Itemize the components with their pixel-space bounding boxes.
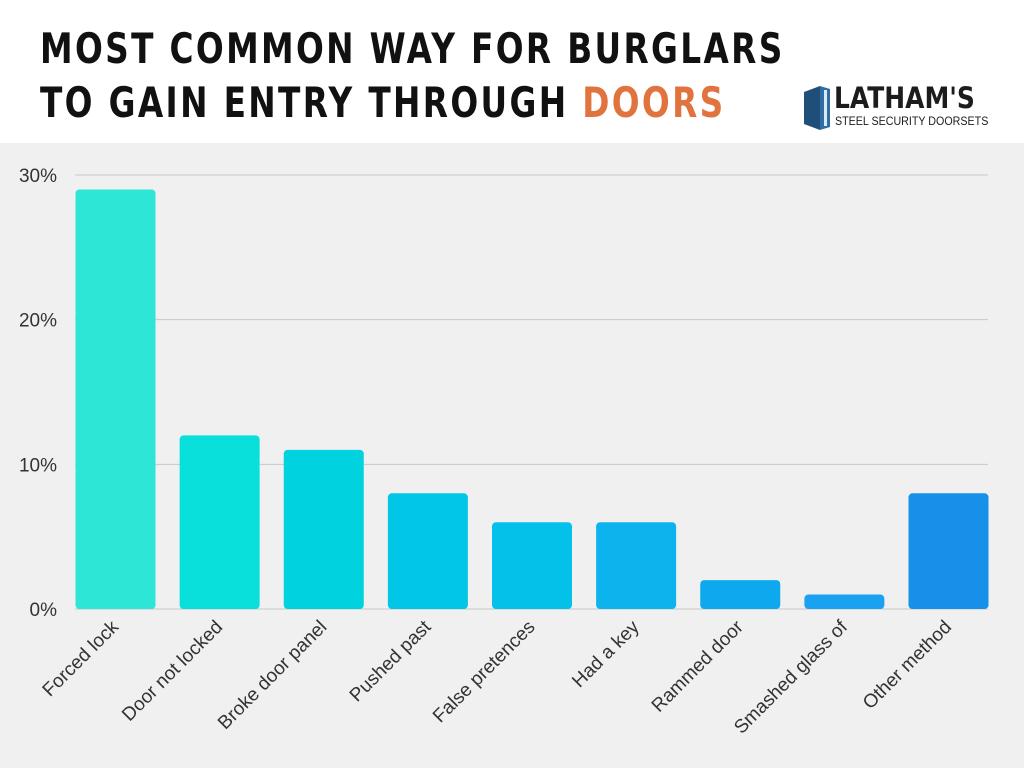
x-category-label: Pushed past (346, 616, 436, 706)
header: MOST COMMON WAY FOR BURGLARS TO GAIN ENT… (0, 0, 1024, 143)
bar (283, 449, 364, 609)
y-tick-label: 20% (19, 311, 57, 332)
bar (387, 493, 468, 609)
y-tick-label: 0% (30, 600, 58, 621)
x-category-label: Smashed glass of (730, 616, 852, 738)
x-category-label: Rammed door (648, 616, 748, 716)
title-line-2: TO GAIN ENTRY THROUGH (40, 78, 583, 127)
lathams-logo: LATHAM'S STEEL SECURITY DOORSETS (802, 82, 1012, 134)
x-category-label: Forced lock (39, 616, 124, 701)
x-category-label: Other method (859, 617, 956, 714)
title-accent: DOORS (582, 78, 726, 127)
x-category-label: Broke door panel (214, 617, 331, 734)
y-tick-label: 10% (19, 455, 57, 476)
bar (908, 493, 989, 609)
bar (700, 580, 781, 609)
logo-name: LATHAM'S (834, 81, 975, 115)
bar (75, 189, 156, 609)
door-icon (804, 86, 830, 130)
y-tick-label: 30% (19, 166, 57, 187)
bar (179, 435, 260, 609)
title-line-1: MOST COMMON WAY FOR BURGLARS (40, 24, 785, 73)
page-title: MOST COMMON WAY FOR BURGLARS TO GAIN ENT… (40, 22, 785, 130)
bar (804, 594, 885, 609)
bar (492, 522, 572, 609)
logo-tagline: STEEL SECURITY DOORSETS (835, 116, 989, 128)
x-category-label: Had a key (568, 616, 644, 692)
x-category-label: Door not locked (118, 617, 227, 726)
x-category-label: False pretences (429, 617, 539, 727)
bar (596, 522, 677, 609)
